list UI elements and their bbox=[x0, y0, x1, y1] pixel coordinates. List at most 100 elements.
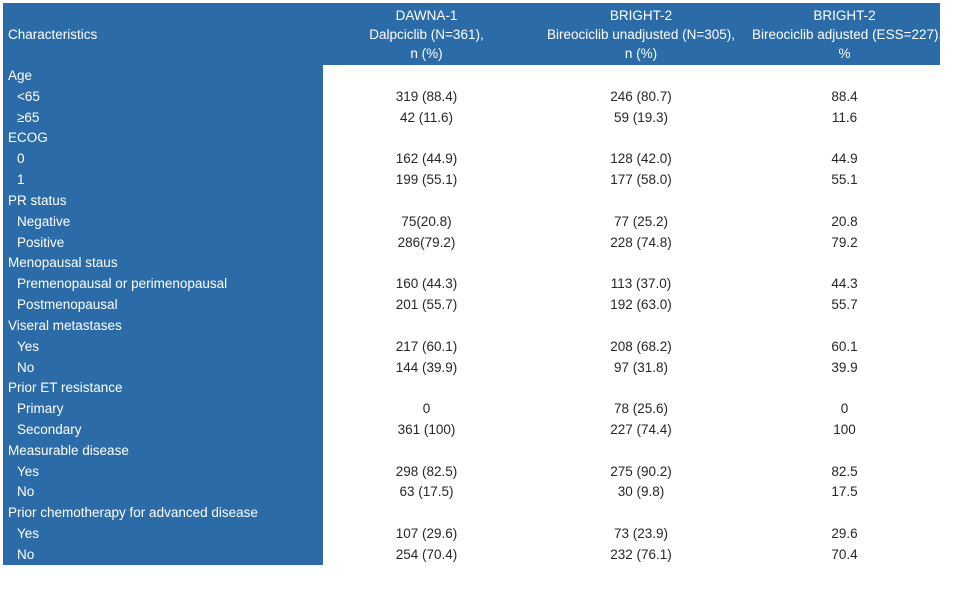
row-sublabel: Positive bbox=[3, 231, 323, 253]
row-category-label: Viseral metastases bbox=[3, 314, 323, 336]
row-value-col2: 78 (25.6) bbox=[530, 398, 752, 420]
table-row: Secondary 361 (100) 227 (74.4) 100 bbox=[3, 419, 940, 440]
row-sublabel: 1 bbox=[3, 169, 323, 190]
row-value-col3 bbox=[752, 65, 937, 86]
row-value-col1: 75(20.8) bbox=[323, 210, 530, 232]
row-value-col1: 107 (29.6) bbox=[323, 523, 530, 545]
table-row: Negative 75(20.8) 77 (25.2) 20.8 bbox=[3, 210, 940, 232]
row-sublabel: No bbox=[3, 544, 323, 565]
row-value-col3: 17.5 bbox=[752, 481, 937, 503]
table-row: Menopausal staus bbox=[3, 252, 940, 274]
row-value-col1: 42 (11.6) bbox=[323, 106, 530, 128]
table-row: 1 199 (55.1) 177 (58.0) 55.1 bbox=[3, 169, 940, 190]
row-value-col1: 319 (88.4) bbox=[323, 85, 530, 107]
row-value-col3: 70.4 bbox=[752, 544, 937, 565]
row-sublabel: <65 bbox=[3, 85, 323, 107]
row-value-col2: 113 (37.0) bbox=[530, 273, 752, 295]
row-value-col2: 77 (25.2) bbox=[530, 210, 752, 232]
row-value-col2: 208 (68.2) bbox=[530, 335, 752, 357]
table-row: No 254 (70.4) 232 (76.1) 70.4 bbox=[3, 544, 940, 565]
row-value-col2: 30 (9.8) bbox=[530, 481, 752, 503]
table-row: ECOG bbox=[3, 127, 940, 149]
row-value-col3: 20.8 bbox=[752, 210, 937, 232]
row-value-col2: 228 (74.8) bbox=[530, 231, 752, 253]
characteristics-table: Characteristics DAWNA-1 Dalpciclib (N=36… bbox=[3, 3, 943, 565]
row-sublabel: Secondary bbox=[3, 419, 323, 440]
row-value-col1 bbox=[323, 502, 530, 524]
table-row: Age bbox=[3, 65, 940, 86]
table-row: 0 162 (44.9) 128 (42.0) 44.9 bbox=[3, 148, 940, 170]
characteristics-header-label: Characteristics bbox=[8, 26, 98, 42]
row-value-col2: 275 (90.2) bbox=[530, 460, 752, 482]
row-value-col3: 44.9 bbox=[752, 148, 937, 170]
row-category-label: Menopausal staus bbox=[3, 252, 323, 274]
table-row: Yes 298 (82.5) 275 (90.2) 82.5 bbox=[3, 460, 940, 482]
row-value-col3: 79.2 bbox=[752, 231, 937, 253]
table-row: PR status bbox=[3, 189, 940, 211]
table-row: Yes 217 (60.1) 208 (68.2) 60.1 bbox=[3, 335, 940, 357]
row-value-col3: 29.6 bbox=[752, 523, 937, 545]
row-sublabel: Yes bbox=[3, 523, 323, 545]
row-sublabel: No bbox=[3, 481, 323, 503]
table-row: <65 319 (88.4) 246 (80.7) 88.4 bbox=[3, 85, 940, 107]
row-value-col3 bbox=[752, 439, 937, 461]
row-value-col1 bbox=[323, 314, 530, 336]
table-row: Measurable disease bbox=[3, 439, 940, 461]
table-row: Prior ET resistance bbox=[3, 377, 940, 399]
row-value-col2: 192 (63.0) bbox=[530, 294, 752, 315]
row-category-label: Age bbox=[3, 65, 323, 86]
row-value-col1 bbox=[323, 439, 530, 461]
row-sublabel: No bbox=[3, 356, 323, 378]
row-value-col1 bbox=[323, 65, 530, 86]
table-row: Prior chemotherapy for advanced disease bbox=[3, 502, 940, 524]
table-row: ≥65 42 (11.6) 59 (19.3) 11.6 bbox=[3, 106, 940, 128]
column-header-bright2-adjusted: BRIGHT-2 Bireociclib adjusted (ESS=227),… bbox=[752, 3, 943, 65]
row-value-col3: 60.1 bbox=[752, 335, 937, 357]
row-value-col3: 82.5 bbox=[752, 460, 937, 482]
row-value-col1 bbox=[323, 189, 530, 211]
row-value-col3 bbox=[752, 314, 937, 336]
header-unit-line: % bbox=[838, 45, 851, 61]
row-value-col3 bbox=[752, 127, 937, 149]
row-value-col2: 246 (80.7) bbox=[530, 85, 752, 107]
header-arm-line: Bireociclib unadjusted (N=305), bbox=[547, 26, 735, 42]
row-value-col1: 298 (82.5) bbox=[323, 460, 530, 482]
row-value-col1: 160 (44.3) bbox=[323, 273, 530, 295]
row-value-col1: 63 (17.5) bbox=[323, 481, 530, 503]
row-value-col2 bbox=[530, 189, 752, 211]
header-arm-line: Bireociclib adjusted (ESS=227), bbox=[752, 26, 943, 42]
table-row: No 144 (39.9) 97 (31.8) 39.9 bbox=[3, 356, 940, 378]
row-value-col3: 0 bbox=[752, 398, 937, 420]
row-value-col3 bbox=[752, 377, 937, 399]
row-value-col1: 162 (44.9) bbox=[323, 148, 530, 170]
row-value-col2: 73 (23.9) bbox=[530, 523, 752, 545]
row-value-col2 bbox=[530, 439, 752, 461]
table-row: Yes 107 (29.6) 73 (23.9) 29.6 bbox=[3, 523, 940, 545]
row-sublabel: Primary bbox=[3, 398, 323, 420]
header-arm-line: Dalpciclib (N=361), bbox=[369, 26, 484, 42]
column-header-bright2-unadjusted: BRIGHT-2 Bireociclib unadjusted (N=305),… bbox=[530, 3, 752, 65]
row-value-col1: 254 (70.4) bbox=[323, 544, 530, 565]
row-value-col2 bbox=[530, 65, 752, 86]
row-value-col1: 361 (100) bbox=[323, 419, 530, 440]
column-header-dawna1: DAWNA-1 Dalpciclib (N=361), n (%) bbox=[323, 3, 530, 65]
row-sublabel: Premenopausal or perimenopausal bbox=[3, 273, 323, 295]
row-category-label: Measurable disease bbox=[3, 439, 323, 461]
row-sublabel: Negative bbox=[3, 210, 323, 232]
row-sublabel: Postmenopausal bbox=[3, 294, 323, 315]
row-value-col3: 88.4 bbox=[752, 85, 937, 107]
row-value-col2 bbox=[530, 377, 752, 399]
row-value-col1: 286(79.2) bbox=[323, 231, 530, 253]
row-value-col1: 0 bbox=[323, 398, 530, 420]
header-study-line: BRIGHT-2 bbox=[609, 7, 673, 23]
row-value-col3 bbox=[752, 252, 937, 274]
table-row: Viseral metastases bbox=[3, 314, 940, 336]
row-value-col2: 97 (31.8) bbox=[530, 356, 752, 378]
row-value-col1: 144 (39.9) bbox=[323, 356, 530, 378]
row-value-col2: 59 (19.3) bbox=[530, 106, 752, 128]
row-sublabel: 0 bbox=[3, 148, 323, 170]
header-study-line: DAWNA-1 bbox=[395, 7, 458, 23]
row-value-col1 bbox=[323, 377, 530, 399]
row-value-col1: 201 (55.7) bbox=[323, 294, 530, 315]
row-value-col2: 177 (58.0) bbox=[530, 169, 752, 190]
